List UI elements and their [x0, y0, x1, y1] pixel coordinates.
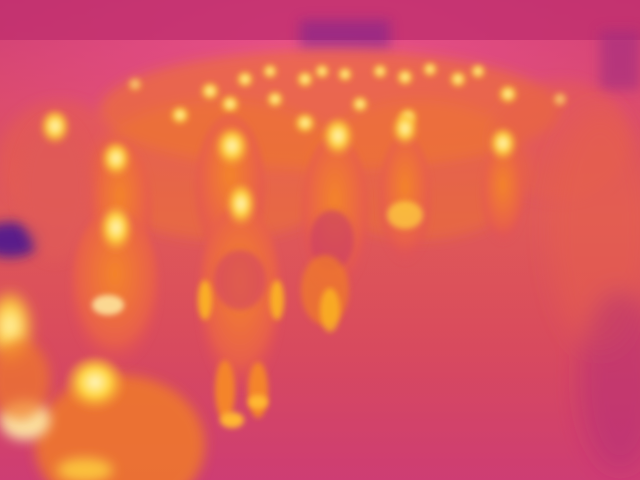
person-left-edge: [0, 290, 50, 420]
distant-heads: [127, 62, 568, 135]
person-left-bright: [70, 206, 160, 370]
person-bottom-left-foreground: [0, 357, 205, 480]
right-ambient: [550, 110, 640, 470]
person-center-dark-jacket: [301, 118, 369, 295]
person-far-left: [20, 110, 90, 260]
person-right-standing: [481, 128, 525, 245]
ceiling-band: [0, 0, 640, 90]
person-foreground-walking: [198, 184, 284, 428]
person-center-right: [379, 113, 431, 265]
person-mid-right-walking: [301, 255, 349, 332]
